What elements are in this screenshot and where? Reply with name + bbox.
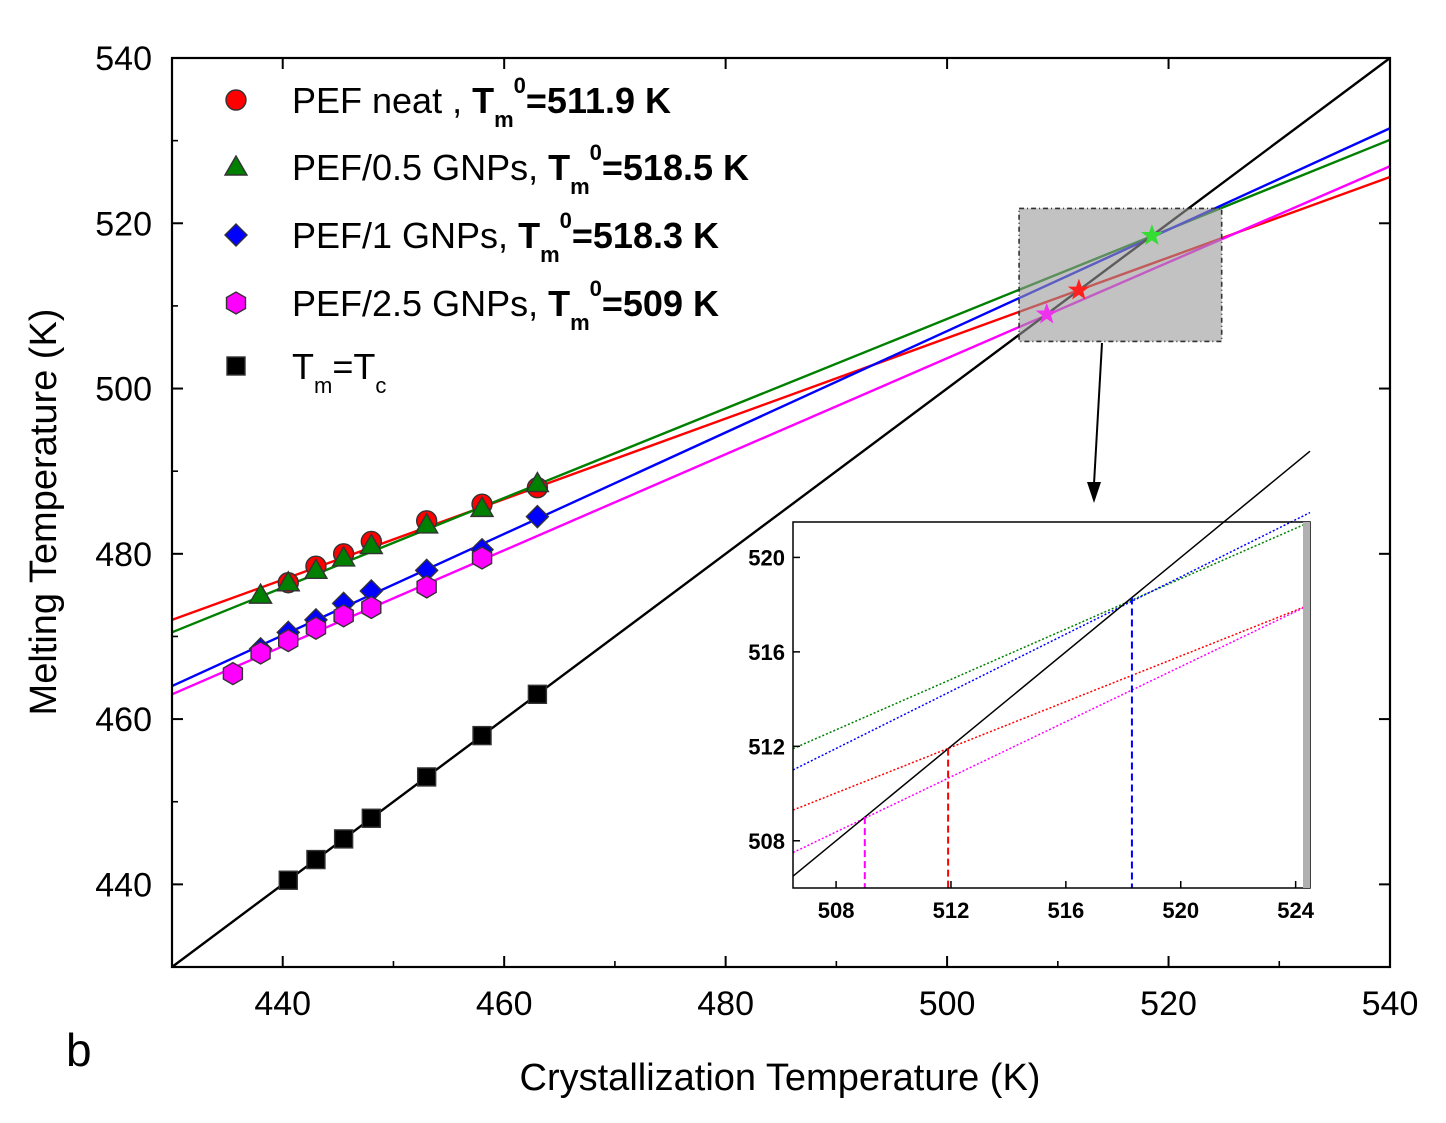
tm0-star-1 bbox=[1140, 224, 1163, 246]
point-1-6 bbox=[469, 495, 495, 518]
point-1-3 bbox=[331, 545, 356, 567]
point-3-2 bbox=[278, 628, 299, 653]
legend-label-0: PEF neat , Tm0=511.9 K bbox=[292, 73, 671, 132]
point-4-0 bbox=[278, 870, 298, 890]
zoom-box bbox=[1018, 207, 1223, 343]
x-tick-label-3: 500 bbox=[919, 985, 976, 1023]
y-axis-label: Melting Temperature (K) bbox=[23, 309, 65, 716]
point-4-4 bbox=[416, 767, 437, 787]
inset-y-tick-label-1: 512 bbox=[748, 734, 785, 759]
legend-marker-0 bbox=[225, 89, 247, 111]
inset-ticks bbox=[793, 556, 1297, 888]
y-tick-label-3: 500 bbox=[95, 371, 152, 409]
legend-marker-3 bbox=[225, 291, 247, 315]
inset-background bbox=[793, 522, 1310, 888]
axis-ticks bbox=[171, 57, 1391, 968]
legend-marker-4 bbox=[226, 356, 246, 376]
y-tick-label-1: 460 bbox=[95, 701, 152, 739]
legend-marker-1 bbox=[223, 154, 249, 176]
point-2-7 bbox=[525, 504, 550, 529]
point-1-5 bbox=[414, 512, 439, 534]
inset-x-tick-label-1: 512 bbox=[933, 898, 970, 923]
point-4-1 bbox=[306, 849, 326, 870]
legend-label-2: PEF/1 GNPs, Tm0=518.3 K bbox=[292, 208, 719, 267]
point-3-0 bbox=[222, 661, 244, 686]
legend-label-3: PEF/2.5 GNPs, Tm0=509 K bbox=[292, 276, 719, 335]
tm0-star-0 bbox=[1067, 278, 1090, 300]
inset-fit-0 bbox=[792, 603, 1311, 811]
point-1-4 bbox=[359, 533, 384, 555]
point-4-5 bbox=[472, 725, 492, 746]
point-3-7 bbox=[471, 546, 493, 570]
inset-x-tick-label-3: 520 bbox=[1162, 898, 1199, 923]
point-1-1 bbox=[276, 570, 301, 592]
y-tick-label-5: 540 bbox=[95, 40, 152, 78]
tm0-star-3 bbox=[1035, 302, 1058, 324]
legend-marker-2 bbox=[224, 223, 248, 247]
point-4-2 bbox=[333, 829, 354, 849]
point-3-1 bbox=[250, 641, 271, 665]
inset-plot: 508 512 516 520 524 508 512 516 520 bbox=[748, 450, 1315, 923]
inset-drop-lines bbox=[863, 597, 1133, 888]
x-tick-label-2: 480 bbox=[697, 985, 754, 1023]
legend-label-4: Tm=Tc bbox=[292, 346, 386, 398]
point-4-3 bbox=[361, 808, 382, 828]
x-tick-label-1: 460 bbox=[476, 985, 533, 1023]
tick-labels: 440 460 480 500 520 540 440 460 480 500 520 540 bbox=[95, 40, 1418, 1023]
inset-right-border bbox=[1303, 522, 1310, 888]
point-1-2 bbox=[303, 557, 329, 580]
legend-label-1: PEF/0.5 GNPs, Tm0=518.5 K bbox=[292, 140, 749, 199]
inset-y-tick-label-2: 516 bbox=[748, 640, 785, 665]
point-3-4 bbox=[333, 603, 354, 628]
point-3-6 bbox=[416, 575, 437, 599]
plot-frame bbox=[170, 56, 1392, 969]
inset-fit-2 bbox=[792, 511, 1311, 771]
inset-fit-3 bbox=[792, 603, 1311, 854]
x-tick-label-0: 440 bbox=[254, 985, 311, 1023]
legend: PEF neat , Tm0=511.9 K PEF/0.5 GNPs, Tm0=… bbox=[223, 73, 749, 398]
y-tick-label-4: 520 bbox=[95, 205, 152, 243]
inset-x-tick-label-2: 516 bbox=[1048, 898, 1085, 923]
inset-x-tick-label-0: 508 bbox=[818, 898, 855, 923]
x-tick-label-4: 520 bbox=[1140, 985, 1197, 1023]
tm0-markers bbox=[1035, 224, 1163, 324]
data-points bbox=[222, 471, 550, 890]
point-3-3 bbox=[305, 616, 327, 641]
zoom-region bbox=[1018, 207, 1223, 343]
x-axis-label: Crystallization Temperature (K) bbox=[520, 1057, 1041, 1099]
y-tick-label-2: 480 bbox=[95, 536, 152, 574]
point-3-5 bbox=[361, 595, 382, 620]
x-tick-label-5: 540 bbox=[1362, 985, 1419, 1023]
main-plot: 440 460 480 500 520 540 440 460 480 500 520 540 bbox=[95, 40, 1418, 1023]
inset-y-tick-label-0: 508 bbox=[748, 829, 785, 854]
zoom-arrow bbox=[1087, 342, 1103, 503]
y-tick-label-0: 440 bbox=[95, 866, 152, 904]
arrow-head bbox=[1087, 482, 1101, 503]
arrow-shaft bbox=[1093, 342, 1103, 485]
panel-label: b bbox=[66, 1024, 92, 1076]
point-1-7 bbox=[525, 471, 550, 493]
inset-x-tick-label-4: 524 bbox=[1277, 898, 1314, 923]
inset-y-tick-label-3: 520 bbox=[748, 545, 785, 570]
point-1-0 bbox=[248, 582, 273, 604]
point-4-6 bbox=[527, 684, 548, 704]
inset-tick-labels: 508 512 516 520 524 508 512 516 520 bbox=[748, 545, 1314, 923]
